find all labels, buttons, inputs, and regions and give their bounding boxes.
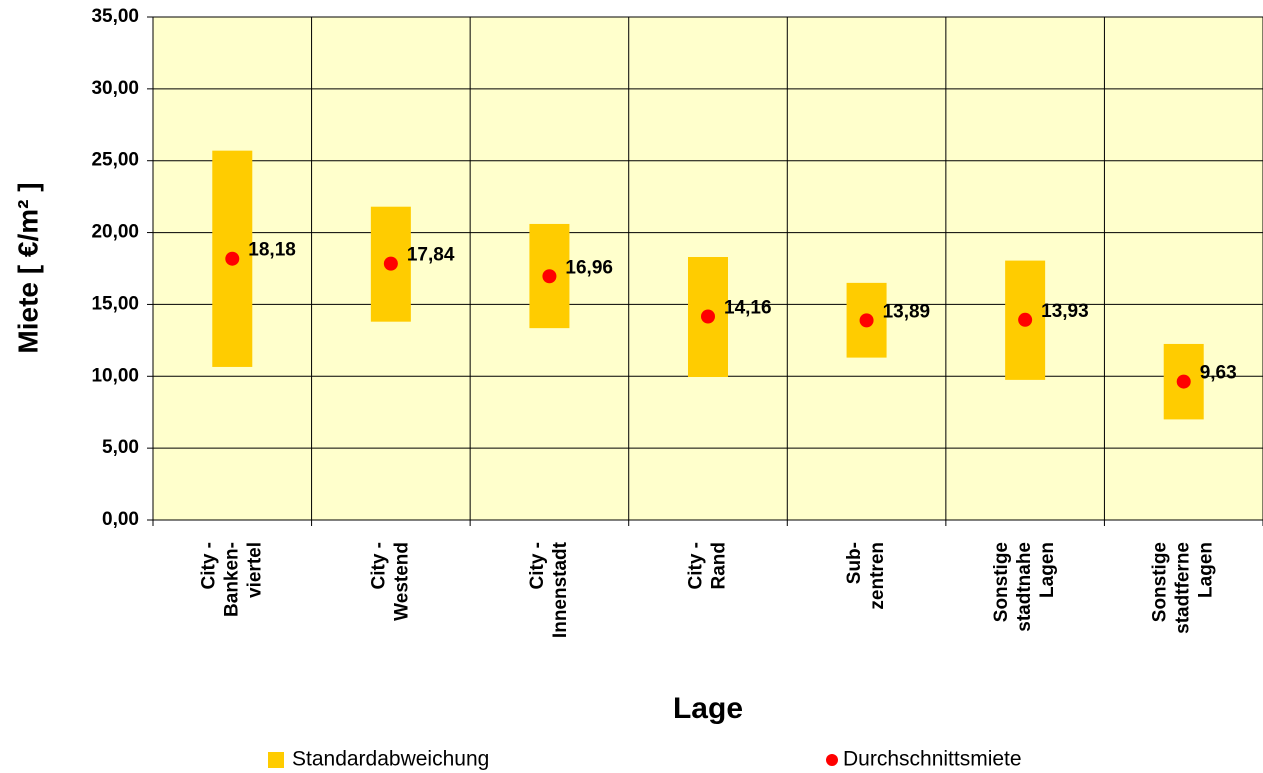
x-tick-label-line: Sub- [844,542,865,584]
data-label: 16,96 [565,257,613,278]
x-tick-label: Sonstige stadtferne Lagen [1150,542,1217,634]
y-tick-label: 10,00 [91,365,139,386]
x-tick-label-line: Rand [709,542,730,590]
x-tick-label-line: zentren [867,542,888,610]
mean-dot [701,309,715,324]
x-tick-label: Sonstige stadtnahe Lagen [991,542,1058,632]
mean-dot [859,313,874,328]
x-tick-label-line: Sonstige [991,542,1012,622]
x-tick-label: City - Rand [686,542,730,590]
x-tick-label: City - Innenstadt [527,541,571,638]
x-tick-label-line: City - [527,542,548,590]
x-tick-label-line: Banken- [221,542,242,617]
mean-dot [542,269,557,284]
legend-label: Durchschnittsmiete [843,748,1022,771]
x-tick-label: City - Westend [368,542,412,621]
x-tick-label-line: City - [368,542,389,590]
x-tick-label-line: Lagen [1196,542,1217,598]
y-tick-label: 20,00 [91,222,139,243]
mean-dot [225,251,240,266]
y-tick-label: 15,00 [91,293,139,314]
x-tick-label-line: City - [198,542,219,590]
x-tick-label: City - Banken-viertel [198,542,265,617]
data-label: 14,16 [724,298,772,319]
x-tick-label-line: Innenstadt [550,541,571,638]
y-tick-label: 35,00 [91,6,139,27]
x-tick-label-line: City - [686,542,707,590]
mean-dot [383,256,398,271]
y-axis-title: Miete [ €/m² ] [12,182,43,353]
x-axis-title: Lage [673,692,743,725]
x-tick-label-line: viertel [244,542,265,598]
data-label: 13,93 [1041,301,1089,322]
mean-dot [1176,374,1191,389]
x-tick-label-line: stadtnahe [1014,542,1035,632]
x-tick-label-line: stadtferne [1173,542,1194,634]
data-label: 13,89 [883,301,931,322]
y-tick-label: 0,00 [102,509,139,530]
x-tick-label: Sub-zentren [844,542,888,610]
y-tick-label: 30,00 [91,78,139,99]
legend-swatch [826,754,838,766]
x-tick-label-line: Lagen [1037,542,1058,598]
legend-label: Standardabweichung [292,748,489,771]
x-tick-label-line: Sonstige [1150,542,1171,622]
legend-swatch [268,752,284,768]
data-label: 9,63 [1200,363,1237,384]
x-tick-label-line: Westend [391,542,412,621]
y-tick-label: 25,00 [91,150,139,171]
y-tick-label: 5,00 [102,437,139,458]
data-label: 18,18 [248,240,296,261]
data-label: 17,84 [407,245,455,266]
mean-dot [1018,312,1033,327]
